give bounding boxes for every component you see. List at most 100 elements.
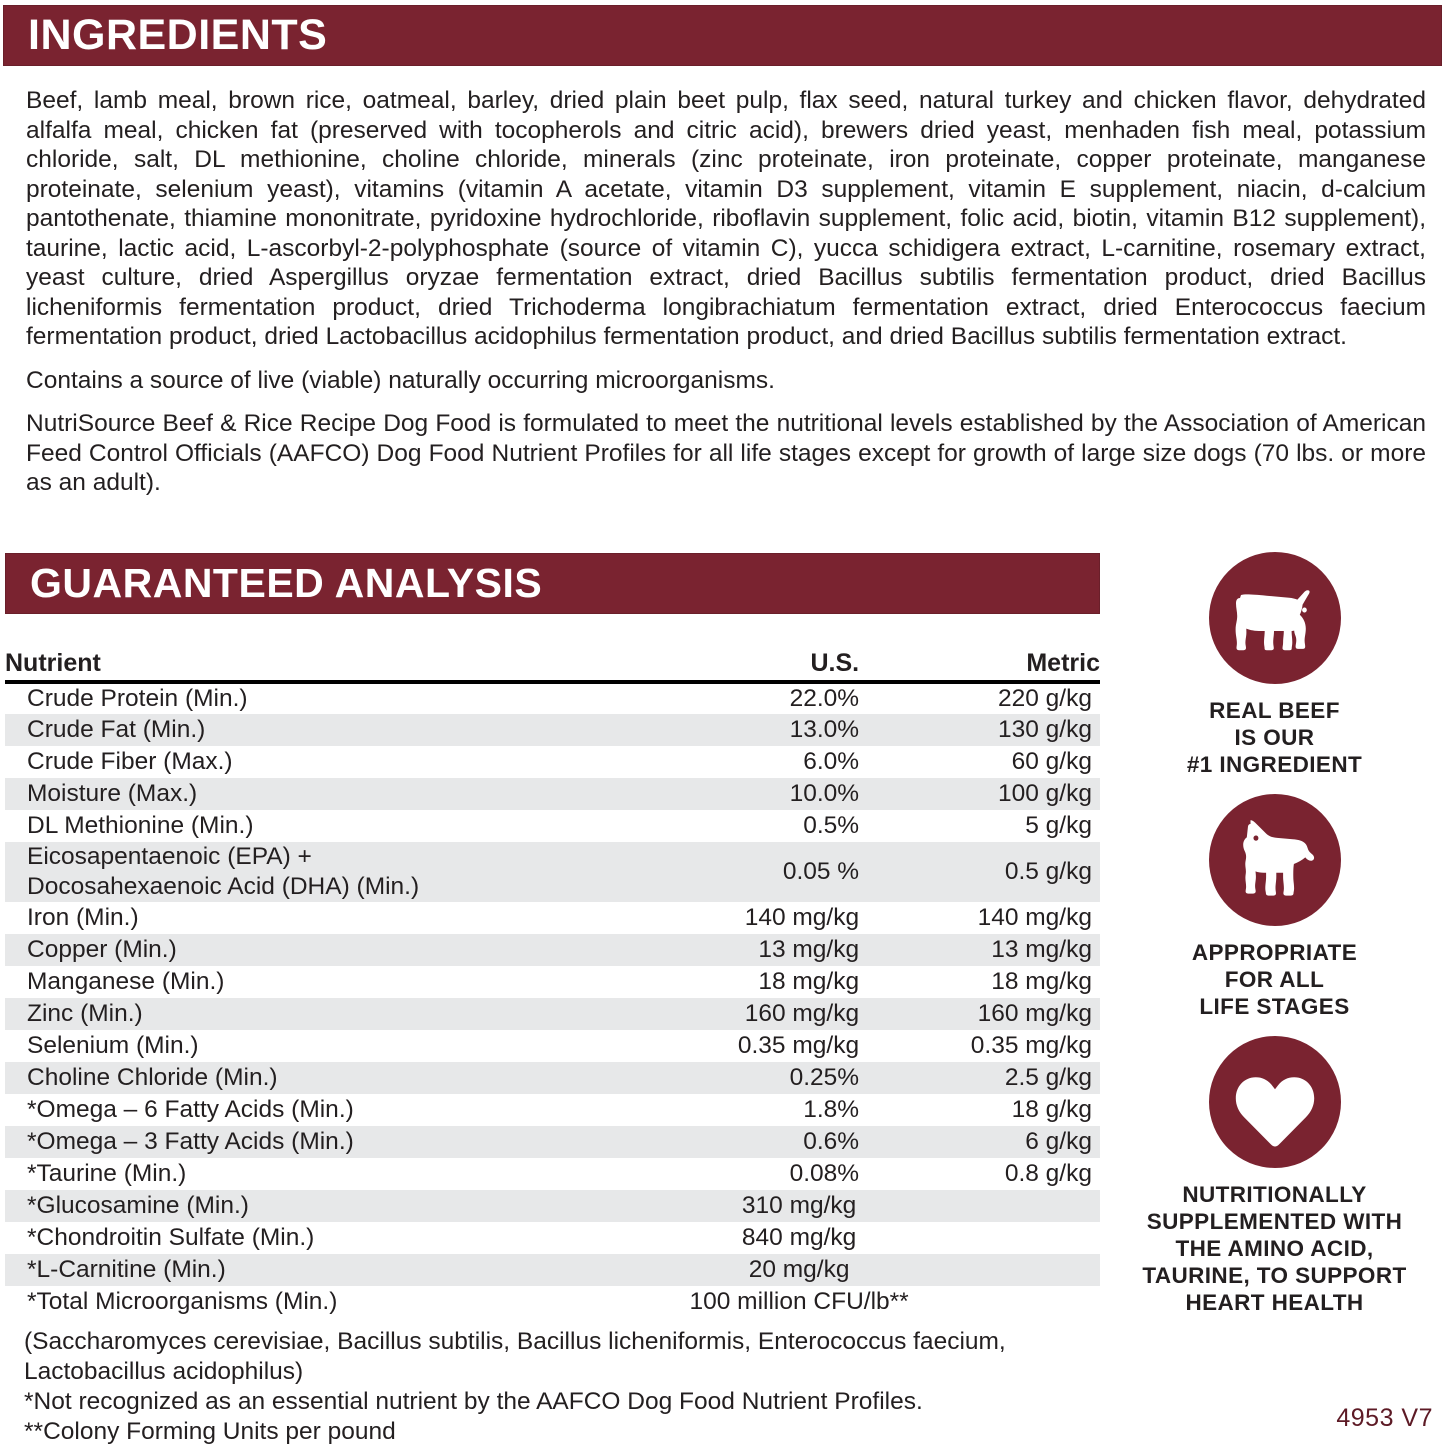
table-row: Manganese (Min.) 18 mg/kg 18 mg/kg (5, 966, 1100, 998)
nutrient-value-us: 140 mg/kg (744, 904, 860, 931)
table-row: *Glucosamine (Min.) 310 mg/kg (5, 1190, 1100, 1222)
nutrient-value-us: 0.08% (789, 1160, 860, 1187)
table-row: *Taurine (Min.) 0.08% 0.8 g/kg (5, 1158, 1100, 1190)
table-row: *Chondroitin Sulfate (Min.) 840 mg/kg (5, 1222, 1100, 1254)
table-row: Iron (Min.) 140 mg/kg 140 mg/kg (5, 902, 1100, 934)
nutrient-name: Iron (Min.) (27, 904, 139, 931)
ingredients-section-bar: INGREDIENTS (3, 5, 1442, 66)
nutrient-value-combined: 840 mg/kg (741, 1224, 857, 1251)
guaranteed-analysis-section-bar: GUARANTEED ANALYSIS (5, 553, 1100, 614)
table-row: Moisture (Max.) 10.0% 100 g/kg (5, 778, 1100, 810)
ingredients-heading: INGREDIENTS (28, 11, 328, 59)
nutrient-value-us: 0.5% (803, 812, 860, 839)
table-row: DL Methionine (Min.) 0.5% 5 g/kg (5, 810, 1100, 842)
badge-heart-health: NUTRITIONALLY SUPPLEMENTED WITH THE AMIN… (1104, 1036, 1445, 1316)
nutrient-value-metric: 5 g/kg (1025, 812, 1092, 839)
table-row: Crude Protein (Min.) 22.0% 220 g/kg (5, 682, 1100, 714)
badge-real-beef: REAL BEEF IS OUR #1 INGREDIENT (1104, 552, 1445, 778)
badge-caption: NUTRITIONALLY SUPPLEMENTED WITH THE AMIN… (1142, 1182, 1407, 1315)
nutrient-value-metric: 6 g/kg (1025, 1128, 1092, 1155)
footnote-line: Lactobacillus acidophilus) (24, 1358, 304, 1385)
nutrient-name: Moisture (Max.) (27, 780, 198, 807)
aafco-statement: NutriSource Beef & Rice Recipe Dog Food … (26, 410, 1426, 496)
nutrient-value-metric: 220 g/kg (998, 685, 1092, 712)
table-header-row: Nutrient U.S. Metric (5, 648, 1100, 684)
table-row: Crude Fiber (Max.) 6.0% 60 g/kg (5, 746, 1100, 778)
nutrient-value-metric: 0.5 g/kg (1004, 858, 1092, 885)
badge-caption: REAL BEEF IS OUR #1 INGREDIENT (1186, 698, 1363, 777)
nutrient-value-us: 1.8% (803, 1096, 860, 1123)
nutrient-value-combined: 20 mg/kg (748, 1256, 850, 1283)
column-header-us: U.S. (618, 648, 860, 684)
nutrient-value-us: 6.0% (803, 748, 860, 775)
nutrient-value-us: 18 mg/kg (758, 968, 860, 995)
nutrient-value-us: 0.05 % (782, 858, 860, 885)
nutrient-name: Copper (Min.) (27, 936, 177, 963)
nutrient-value-metric: 100 g/kg (998, 780, 1092, 807)
version-code: 4953 V7 (1336, 1404, 1433, 1432)
table-row: *L-Carnitine (Min.) 20 mg/kg (5, 1254, 1100, 1286)
table-row: *Total Microorganisms (Min.) 100 million … (5, 1286, 1100, 1318)
feature-badge-column: REAL BEEF IS OUR #1 INGREDIENT APPROPRIA… (1104, 552, 1445, 1332)
column-header-metric: Metric (859, 648, 1100, 684)
nutrient-value-us: 0.6% (803, 1128, 860, 1155)
nutrient-name: Selenium (Min.) (27, 1032, 199, 1059)
nutrient-name: *L-Carnitine (Min.) (27, 1256, 226, 1283)
table-row: *Omega – 3 Fatty Acids (Min.) 0.6% 6 g/kg (5, 1126, 1100, 1158)
badge-life-stages: APPROPRIATE FOR ALL LIFE STAGES (1104, 794, 1445, 1020)
nutrient-name: Choline Chloride (Min.) (27, 1064, 278, 1091)
column-header-nutrient: Nutrient (5, 648, 619, 684)
badge-caption: APPROPRIATE FOR ALL LIFE STAGES (1191, 940, 1358, 1019)
nutrient-name: Eicosapentaenoic (EPA) + Docosahexaenoic … (27, 843, 420, 900)
nutrient-value-metric: 18 mg/kg (991, 968, 1092, 995)
nutrient-value-metric: 2.5 g/kg (1004, 1064, 1092, 1091)
nutrient-value-combined: 100 million CFU/lb** (689, 1288, 909, 1315)
nutrient-name: *Total Microorganisms (Min.) (27, 1288, 338, 1315)
table-row: Zinc (Min.) 160 mg/kg 160 mg/kg (5, 998, 1100, 1030)
footnote-line: *Not recognized as an essential nutrient… (24, 1388, 923, 1415)
table-body: Crude Protein (Min.) 22.0% 220 g/kg Crude F… (5, 682, 1100, 1318)
nutrient-name: Manganese (Min.) (27, 968, 225, 995)
footnote-line: (Saccharomyces cerevisiae, Bacillus subt… (24, 1328, 1006, 1355)
live-microorganisms-note: Contains a source of live (viable) natur… (26, 366, 775, 394)
nutrient-value-us: 0.25% (789, 1064, 860, 1091)
nutrient-name: *Glucosamine (Min.) (27, 1192, 249, 1219)
dog-icon (1104, 794, 1445, 931)
guaranteed-analysis-table: Nutrient U.S. Metric Crude Protein (Min.… (5, 648, 1100, 1318)
nutrient-value-us: 13.0% (789, 716, 860, 743)
nutrient-value-us: 13 mg/kg (758, 936, 860, 963)
nutrient-name: Crude Protein (Min.) (27, 685, 248, 712)
nutrient-name: Zinc (Min.) (27, 1000, 143, 1027)
nutrient-value-combined: 310 mg/kg (741, 1192, 857, 1219)
table-row: Eicosapentaenoic (EPA) + Docosahexaenoic … (5, 842, 1100, 902)
table-row: *Omega – 6 Fatty Acids (Min.) 1.8% 18 g/kg (5, 1094, 1100, 1126)
nutrient-value-us: 160 mg/kg (744, 1000, 860, 1027)
guaranteed-analysis-heading: GUARANTEED ANALYSIS (30, 560, 543, 606)
cow-icon (1104, 552, 1445, 689)
nutrient-value-metric: 160 mg/kg (977, 1000, 1092, 1027)
ingredients-body: Beef, lamb meal, brown rice, oatmeal, ba… (26, 86, 1426, 498)
nutrient-name: *Chondroitin Sulfate (Min.) (27, 1224, 315, 1251)
nutrient-name: *Omega – 6 Fatty Acids (Min.) (27, 1096, 354, 1123)
nutrient-value-metric: 130 g/kg (998, 716, 1092, 743)
nutrient-value-metric: 60 g/kg (1011, 748, 1092, 775)
table-row: Copper (Min.) 13 mg/kg 13 mg/kg (5, 934, 1100, 966)
nutrient-name: Crude Fiber (Max.) (27, 748, 233, 775)
heart-icon (1104, 1036, 1445, 1173)
nutrient-name: DL Methionine (Min.) (27, 812, 254, 839)
table-row: Selenium (Min.) 0.35 mg/kg 0.35 mg/kg (5, 1030, 1100, 1062)
nutrient-value-us: 10.0% (789, 780, 860, 807)
nutrient-value-us: 22.0% (789, 685, 860, 712)
nutrient-name: *Taurine (Min.) (27, 1160, 187, 1187)
nutrient-name: *Omega – 3 Fatty Acids (Min.) (27, 1128, 354, 1155)
table-row: Crude Fat (Min.) 13.0% 130 g/kg (5, 714, 1100, 746)
table-row: Choline Chloride (Min.) 0.25% 2.5 g/kg (5, 1062, 1100, 1094)
footnote-line: **Colony Forming Units per pound (24, 1418, 396, 1445)
ingredients-paragraph: Beef, lamb meal, brown rice, oatmeal, ba… (26, 87, 1426, 350)
nutrient-value-metric: 13 mg/kg (991, 936, 1092, 963)
nutrient-value-metric: 0.35 mg/kg (970, 1032, 1092, 1059)
nutrient-value-metric: 18 g/kg (1011, 1096, 1092, 1123)
nutrient-value-metric: 0.8 g/kg (1004, 1160, 1092, 1187)
nutrient-value-metric: 140 mg/kg (977, 904, 1092, 931)
nutrient-name: Crude Fat (Min.) (27, 716, 206, 743)
